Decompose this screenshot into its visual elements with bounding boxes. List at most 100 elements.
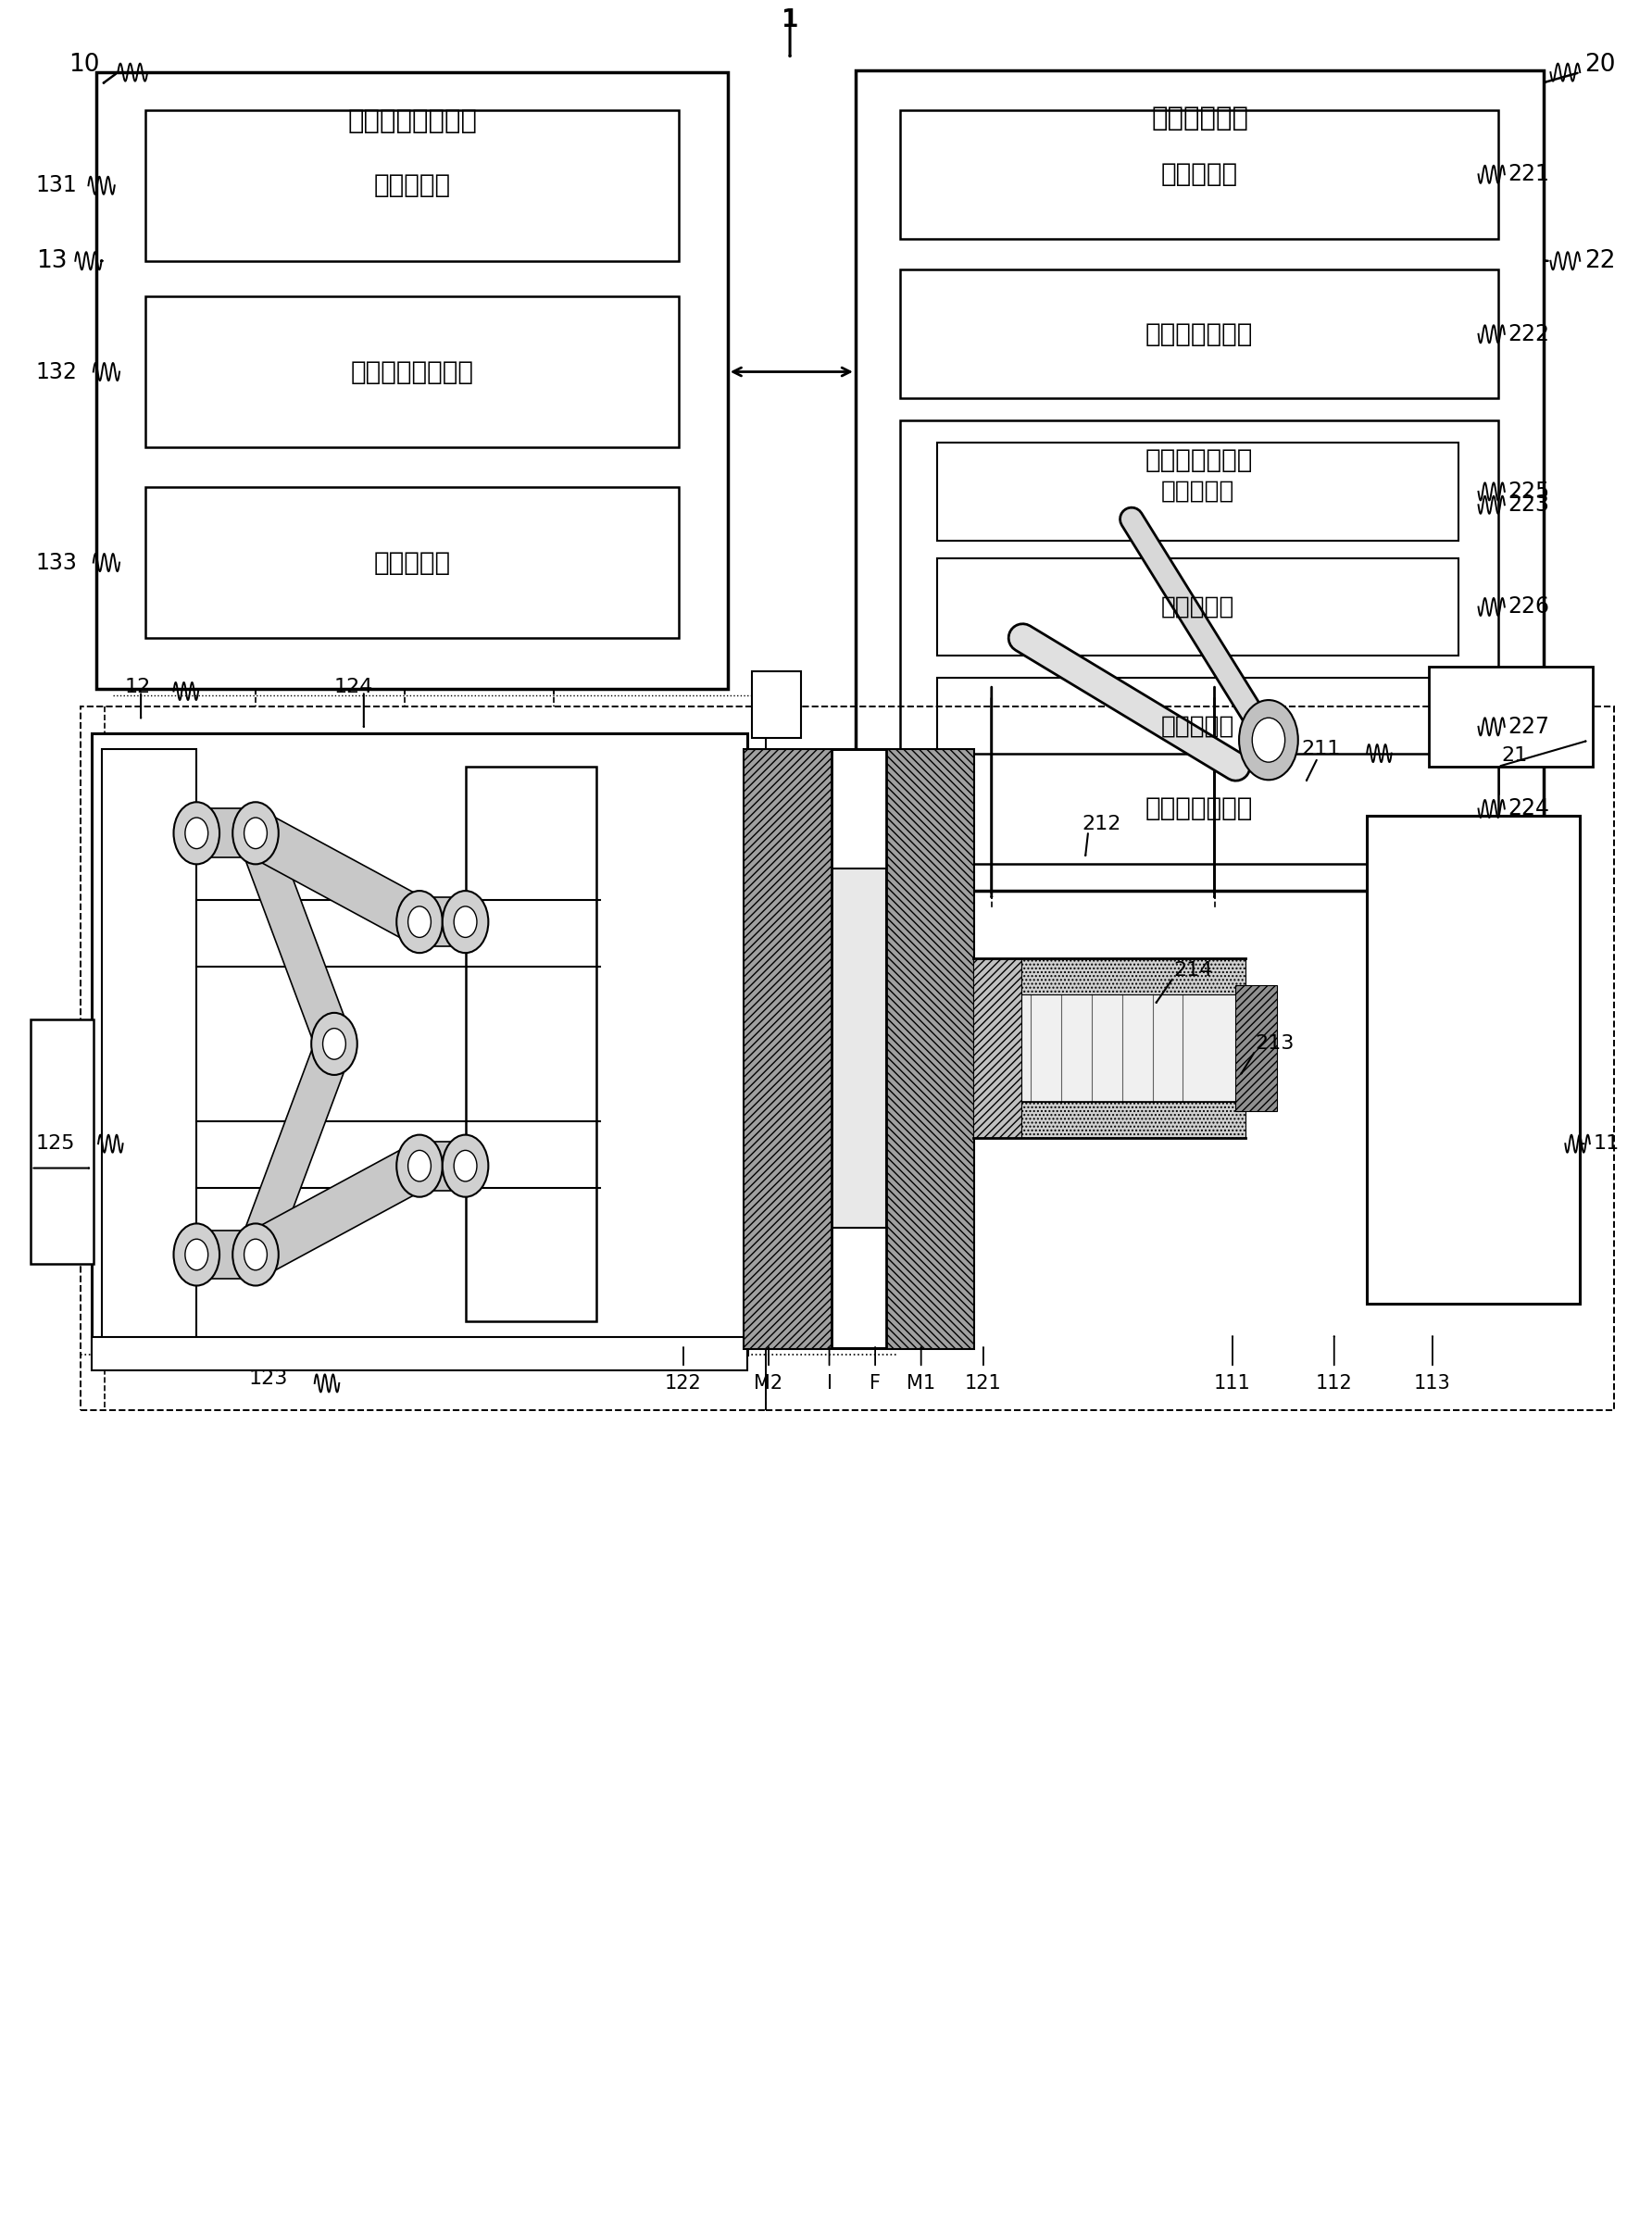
Text: 辅助作业控制部: 辅助作业控制部 (1145, 322, 1252, 347)
Text: 注射成型控制单元: 注射成型控制单元 (347, 107, 477, 134)
Bar (1236, 987, 1277, 1112)
Bar (101, 749, 197, 1340)
Text: M2: M2 (755, 1374, 783, 1391)
Bar (145, 110, 679, 262)
Polygon shape (240, 1033, 350, 1266)
Circle shape (244, 817, 268, 848)
Bar (937, 678, 1459, 776)
Circle shape (396, 1134, 443, 1197)
Polygon shape (249, 1143, 426, 1277)
Text: 合模力成型控制部: 合模力成型控制部 (350, 358, 474, 385)
Bar (1366, 817, 1579, 1304)
Bar (1021, 995, 1246, 1103)
Text: 124: 124 (334, 678, 373, 696)
Bar (81, 707, 765, 1409)
Text: 注射通信部: 注射通信部 (373, 550, 451, 575)
Text: 225: 225 (1508, 481, 1550, 503)
Text: 11: 11 (1593, 1134, 1619, 1152)
Text: 213: 213 (1256, 1033, 1295, 1054)
Text: 227: 227 (1508, 716, 1550, 738)
Polygon shape (249, 810, 426, 944)
Text: 作业位置调整部: 作业位置调整部 (1145, 796, 1252, 821)
Text: 133: 133 (36, 553, 78, 573)
Text: 121: 121 (965, 1374, 1001, 1391)
Text: 131: 131 (36, 174, 78, 197)
Text: 13: 13 (36, 248, 68, 273)
Text: 212: 212 (1082, 814, 1122, 834)
Text: 123: 123 (249, 1369, 287, 1389)
Text: 113: 113 (1414, 1374, 1450, 1391)
Bar (91, 1338, 747, 1369)
Bar (900, 271, 1498, 398)
Bar (31, 1020, 93, 1264)
Bar (145, 488, 679, 638)
Text: 222: 222 (1508, 322, 1550, 344)
Bar (466, 767, 596, 1322)
Text: 接触探测部: 接触探测部 (1161, 595, 1234, 620)
Circle shape (443, 1134, 489, 1197)
Circle shape (454, 906, 477, 937)
Text: 221: 221 (1508, 163, 1550, 186)
Polygon shape (197, 810, 256, 857)
Bar (743, 749, 831, 1347)
Text: 1: 1 (781, 9, 798, 31)
Circle shape (1252, 718, 1285, 763)
Text: 22: 22 (1584, 248, 1616, 273)
Bar (900, 421, 1498, 794)
Polygon shape (240, 823, 350, 1056)
Text: 21: 21 (1502, 747, 1528, 765)
Bar (831, 868, 887, 1228)
Bar (973, 957, 1021, 1139)
Text: I: I (826, 1374, 833, 1391)
Text: 20: 20 (1584, 51, 1616, 76)
Circle shape (1239, 700, 1298, 781)
Circle shape (408, 906, 431, 937)
Text: M1: M1 (907, 1374, 935, 1391)
Bar (900, 754, 1498, 863)
Bar (856, 69, 1545, 890)
Circle shape (173, 803, 220, 863)
Circle shape (443, 890, 489, 953)
Circle shape (311, 1013, 357, 1076)
Bar (1429, 667, 1593, 767)
Bar (96, 72, 727, 689)
Text: 操纵控制单元: 操纵控制单元 (1151, 105, 1249, 132)
Bar (765, 707, 1614, 1409)
Text: 125: 125 (36, 1134, 76, 1152)
Bar (900, 110, 1498, 239)
Text: 位置确认部: 位置确认部 (1161, 714, 1234, 738)
Bar (1021, 957, 1246, 995)
Text: 214: 214 (1173, 962, 1213, 980)
Polygon shape (420, 897, 466, 946)
Text: 操纵通信部: 操纵通信部 (1160, 161, 1237, 188)
Circle shape (233, 1224, 279, 1286)
Polygon shape (420, 1141, 466, 1190)
Bar (937, 557, 1459, 655)
Text: 132: 132 (36, 360, 78, 383)
Circle shape (408, 1150, 431, 1181)
Bar (1021, 1103, 1246, 1139)
Circle shape (454, 1150, 477, 1181)
Text: F: F (869, 1374, 881, 1391)
Circle shape (396, 890, 443, 953)
Circle shape (185, 817, 208, 848)
Polygon shape (197, 1230, 256, 1280)
Bar (743, 749, 973, 1347)
Text: 成型控制部: 成型控制部 (373, 172, 451, 199)
Bar (752, 671, 801, 738)
Bar (937, 443, 1459, 541)
Circle shape (185, 1239, 208, 1271)
Text: 122: 122 (666, 1374, 702, 1391)
Text: 12: 12 (124, 678, 150, 696)
Circle shape (233, 803, 279, 863)
Circle shape (244, 1239, 268, 1271)
Circle shape (322, 1029, 345, 1060)
Text: 10: 10 (69, 51, 99, 76)
Text: 223: 223 (1508, 494, 1550, 517)
Text: 111: 111 (1214, 1374, 1251, 1391)
Text: 模具位置检测部: 模具位置检测部 (1145, 447, 1252, 474)
Circle shape (173, 1224, 220, 1286)
Text: 112: 112 (1315, 1374, 1353, 1391)
Bar (91, 734, 747, 1353)
Text: 检测驱动部: 检测驱动部 (1161, 479, 1234, 503)
